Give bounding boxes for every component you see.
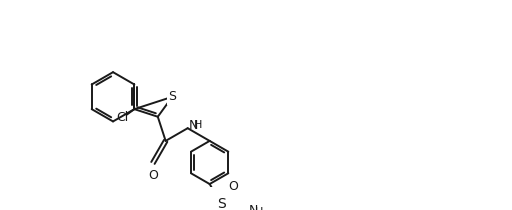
Text: H: H — [255, 207, 263, 210]
Text: H: H — [194, 120, 202, 130]
Text: O: O — [228, 180, 239, 193]
Text: N: N — [249, 204, 258, 210]
Text: S: S — [217, 197, 225, 210]
Text: O: O — [148, 169, 158, 182]
Text: N: N — [189, 119, 199, 132]
Text: S: S — [168, 90, 176, 103]
Text: Cl: Cl — [116, 111, 128, 124]
